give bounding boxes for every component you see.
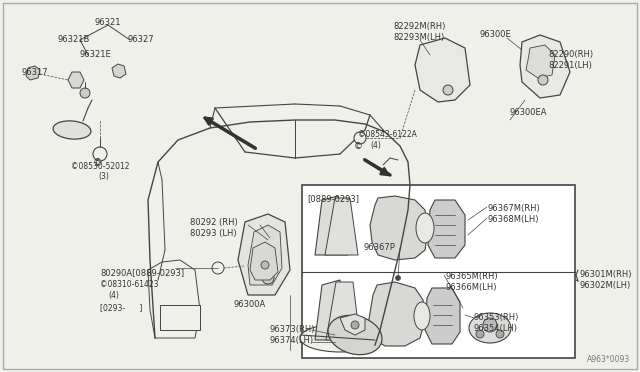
Text: ©: ©	[93, 158, 103, 168]
Ellipse shape	[469, 313, 511, 343]
Polygon shape	[302, 185, 575, 358]
Text: 80290A[0889-0293]: 80290A[0889-0293]	[100, 268, 184, 277]
Text: 96366M(LH): 96366M(LH)	[445, 283, 497, 292]
Polygon shape	[238, 214, 290, 295]
Polygon shape	[370, 196, 428, 260]
Text: 96365M(RH): 96365M(RH)	[445, 272, 498, 281]
Polygon shape	[112, 64, 126, 78]
Ellipse shape	[262, 272, 274, 284]
Ellipse shape	[483, 318, 497, 332]
Text: 82292M(RH): 82292M(RH)	[393, 22, 445, 31]
Text: ©08310-61423: ©08310-61423	[100, 280, 159, 289]
Text: 96367M(RH): 96367M(RH)	[488, 204, 541, 213]
Text: ©: ©	[354, 142, 363, 151]
Text: 82291(LH): 82291(LH)	[548, 61, 592, 70]
Text: [0293-      ]: [0293- ]	[100, 303, 142, 312]
Polygon shape	[248, 225, 282, 285]
Ellipse shape	[300, 324, 380, 352]
Ellipse shape	[328, 315, 382, 355]
Text: 96300A: 96300A	[233, 300, 265, 309]
Text: [0889-0293]: [0889-0293]	[307, 194, 359, 203]
Ellipse shape	[351, 321, 359, 329]
Polygon shape	[526, 45, 555, 78]
Text: 96317: 96317	[22, 68, 49, 77]
Text: 96368M(LH): 96368M(LH)	[488, 215, 540, 224]
Text: 96321E: 96321E	[80, 50, 112, 59]
Ellipse shape	[443, 85, 453, 95]
Ellipse shape	[212, 262, 224, 274]
Text: 96300EA: 96300EA	[510, 108, 547, 117]
Polygon shape	[340, 314, 365, 335]
Text: ©08543-6122A: ©08543-6122A	[358, 130, 417, 139]
Ellipse shape	[80, 88, 90, 98]
Ellipse shape	[414, 302, 430, 330]
Text: (4): (4)	[108, 291, 119, 300]
Polygon shape	[315, 280, 348, 340]
Text: 80292 (RH): 80292 (RH)	[190, 218, 237, 227]
Text: 96300E: 96300E	[480, 30, 512, 39]
Ellipse shape	[496, 330, 504, 338]
Polygon shape	[68, 72, 84, 88]
Polygon shape	[415, 38, 470, 102]
Ellipse shape	[476, 330, 484, 338]
Ellipse shape	[416, 213, 434, 243]
Text: 96321: 96321	[95, 18, 121, 27]
Polygon shape	[148, 260, 200, 338]
Polygon shape	[428, 200, 465, 258]
Polygon shape	[368, 282, 425, 346]
Text: (4): (4)	[370, 141, 381, 150]
Text: 96301M(RH): 96301M(RH)	[580, 270, 632, 279]
Text: 96321B: 96321B	[57, 35, 90, 44]
Text: 96354(LH): 96354(LH)	[474, 324, 518, 333]
Polygon shape	[425, 288, 460, 344]
Ellipse shape	[354, 132, 366, 144]
Text: 96374(LH): 96374(LH)	[270, 336, 314, 345]
Ellipse shape	[53, 121, 91, 139]
Polygon shape	[160, 305, 200, 330]
Polygon shape	[520, 35, 570, 98]
Text: 96327: 96327	[128, 35, 155, 44]
Text: 82290(RH): 82290(RH)	[548, 50, 593, 59]
Text: 82293M(LH): 82293M(LH)	[393, 33, 444, 42]
Polygon shape	[26, 66, 40, 80]
Polygon shape	[250, 242, 278, 280]
Text: 96302M(LH): 96302M(LH)	[580, 281, 631, 290]
Polygon shape	[326, 282, 360, 340]
Text: A963*0093: A963*0093	[587, 355, 630, 364]
Ellipse shape	[261, 261, 269, 269]
Ellipse shape	[93, 147, 107, 161]
Polygon shape	[325, 198, 358, 255]
Polygon shape	[315, 196, 348, 255]
Text: 80293 (LH): 80293 (LH)	[190, 229, 237, 238]
Text: (3): (3)	[99, 172, 109, 181]
Text: 96373(RH): 96373(RH)	[270, 325, 316, 334]
Text: 96367P: 96367P	[363, 243, 395, 252]
Text: 96353(RH): 96353(RH)	[474, 313, 520, 322]
Ellipse shape	[538, 75, 548, 85]
Ellipse shape	[396, 276, 401, 280]
Text: ©08530-52012: ©08530-52012	[71, 162, 129, 171]
